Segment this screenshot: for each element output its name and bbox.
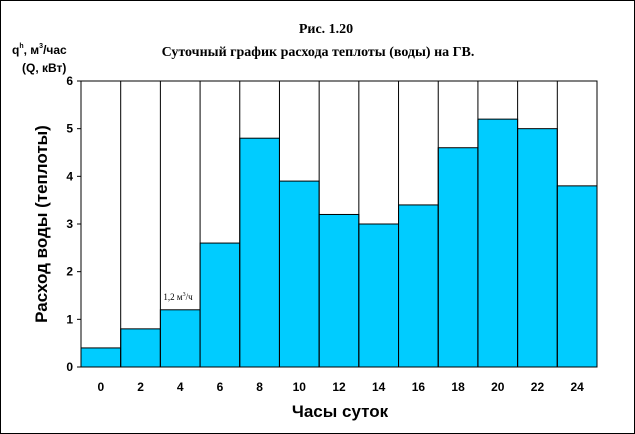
bar-2: [120, 328, 161, 368]
annotation-label: 1,2 м3/ч: [163, 292, 193, 302]
x-tick-label-22: 22: [531, 380, 545, 394]
y-tick-label-4: 4: [66, 169, 73, 183]
bar-6: [199, 242, 241, 368]
y-tick-label-3: 3: [66, 217, 73, 231]
y-tick-label-2: 2: [66, 265, 73, 279]
bar-12: [318, 213, 360, 368]
x-axis-label: Часы суток: [292, 402, 389, 421]
figure-number: Рис. 1.20: [299, 22, 353, 37]
bar-24: [556, 185, 598, 368]
bar-22: [517, 128, 558, 368]
bar-16: [398, 204, 439, 368]
bar-18: [437, 147, 479, 368]
y-tick-label-0: 0: [66, 360, 73, 374]
x-tick-label-6: 6: [217, 380, 224, 394]
bar-14: [358, 223, 400, 368]
unit-label-line1: qh, м3/час: [12, 43, 67, 57]
x-tick-label-12: 12: [332, 380, 346, 394]
bar-4: [159, 309, 201, 368]
bar-10: [278, 180, 320, 368]
x-tick-label-8: 8: [256, 380, 263, 394]
y-tick-label-1: 1: [66, 312, 73, 326]
plot-border: [80, 80, 598, 368]
x-tick-label-24: 24: [570, 380, 584, 394]
x-tick-label-4: 4: [177, 380, 184, 394]
x-tick-label-20: 20: [491, 380, 505, 394]
x-tick-label-16: 16: [412, 380, 426, 394]
y-tick-label-6: 6: [66, 74, 73, 88]
y-tick-label-5: 5: [66, 122, 73, 136]
x-tick-label-0: 0: [98, 380, 105, 394]
x-tick-label-10: 10: [293, 380, 307, 394]
bar-20: [477, 118, 519, 368]
x-tick-label-2: 2: [137, 380, 144, 394]
x-tick-label-14: 14: [372, 380, 386, 394]
x-tick-label-18: 18: [451, 380, 465, 394]
y-axis-label: Расход воды (теплоты): [32, 125, 51, 323]
bar-0: [80, 347, 122, 368]
bar-8: [239, 137, 280, 368]
unit-label-line2: (Q, кВт): [22, 61, 66, 75]
chart-title: Суточный график расхода теплоты (воды) н…: [162, 45, 475, 60]
